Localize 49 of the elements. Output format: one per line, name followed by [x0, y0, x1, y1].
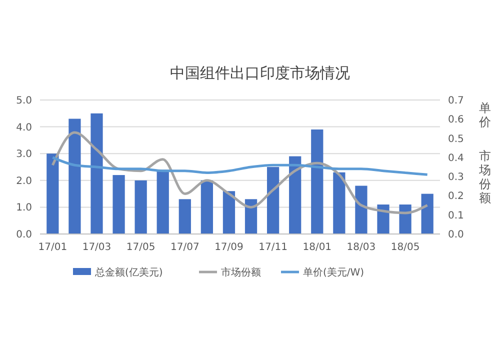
- x-tick-label: 17/01: [38, 242, 68, 253]
- y2-tick-label: 0.0: [448, 230, 464, 240]
- y2-axis-title: 单价: [478, 101, 491, 129]
- line-series: [51, 156, 429, 176]
- bar: [68, 118, 81, 234]
- legend-label: 单价(美元/W): [303, 266, 364, 278]
- y2-tick-label: 0.5: [448, 134, 464, 145]
- x-tick-label: 17/11: [258, 242, 288, 253]
- legend-label: 总金额(亿美元): [94, 266, 163, 278]
- bar: [90, 113, 103, 234]
- y2-tick-label: 0.7: [448, 96, 464, 106]
- y-tick-label: 5.0: [16, 96, 32, 106]
- x-tick-label: 18/05: [390, 242, 420, 253]
- y2-tick-label: 0.1: [448, 210, 464, 222]
- bar: [134, 180, 147, 234]
- bar: [377, 204, 390, 234]
- bar: [222, 191, 236, 234]
- y-tick-label: 3.0: [16, 149, 32, 160]
- bar: [355, 186, 368, 234]
- legend-label: 市场份额: [221, 266, 261, 278]
- y2-tick-label: 0.4: [448, 152, 464, 164]
- bar: [311, 129, 324, 234]
- y-tick-label: 2.0: [16, 176, 32, 187]
- bar: [399, 204, 412, 234]
- bar: [156, 170, 169, 234]
- y2-tick-label: 0.2: [448, 191, 464, 202]
- bar: [112, 175, 125, 234]
- x-tick-label: 17/03: [82, 242, 112, 253]
- bar: [266, 167, 280, 234]
- x-tick-label: 18/03: [346, 242, 376, 253]
- x-tick-label: 17/07: [170, 242, 200, 253]
- text: 市场份额: [478, 149, 491, 205]
- x-tick-label: 18/01: [302, 242, 332, 253]
- chart-title: 中国组件出口印度市场情况: [170, 64, 350, 82]
- x-tick-label: 17/05: [126, 242, 156, 253]
- y-tick-label: 0.0: [16, 230, 32, 240]
- bar: [333, 172, 346, 234]
- bar: [421, 194, 434, 234]
- y-tick-label: 4.0: [16, 122, 32, 134]
- y2-tick-label: 0.3: [448, 172, 464, 184]
- bar: [200, 180, 214, 234]
- y-tick-label: 1.0: [16, 202, 32, 214]
- y2-tick-label: 0.6: [448, 114, 464, 126]
- bar: [244, 199, 258, 234]
- bar: [178, 199, 191, 234]
- x-tick-label: 17/09: [214, 242, 244, 253]
- line-series: [51, 131, 429, 214]
- bar: [289, 156, 302, 234]
- bar: [46, 154, 59, 234]
